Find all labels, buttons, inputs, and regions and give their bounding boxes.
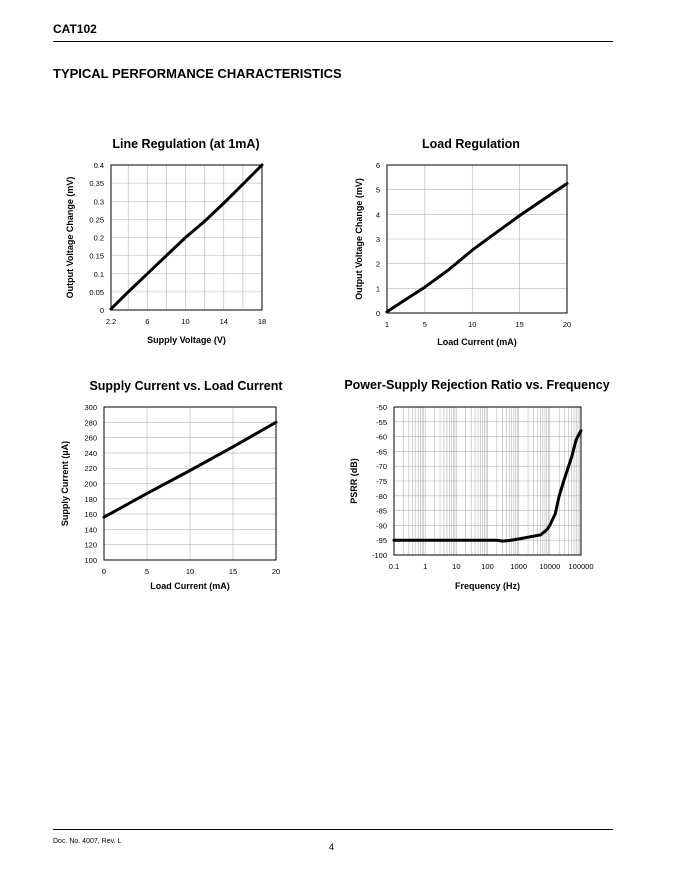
chart-1-ytick-label: 0.15 [89,252,104,261]
chart-1-ytick-label: 0.35 [89,179,104,188]
chart-2-ytick-label: 1 [376,284,380,293]
chart-4-series-line-1 [392,429,583,543]
chart-3-ytick-label: 180 [84,495,97,504]
chart-2-ytick-label: 4 [376,210,380,219]
document-part-number: CAT102 [53,22,97,36]
chart-1-xtick-label: 10 [181,317,189,326]
chart-3-xtick-label: 15 [229,567,237,576]
chart-2-ylabel: Output Voltage Change (mV) [354,178,364,300]
chart-3-ytick-label: 300 [84,403,97,412]
chart-2-xtick-label: 5 [423,320,427,329]
chart-1-title: Line Regulation (at 1mA) [112,137,259,151]
chart-1-series-line-1 [109,163,264,311]
chart-3-title: Supply Current vs. Load Current [89,379,283,393]
footer-doc-number: Doc. No. 4007, Rev. L [53,838,122,845]
chart-4-ytick-label: -60 [376,433,387,442]
chart-3-ytick-label: 260 [84,434,97,443]
chart-3-ytick-label: 220 [84,464,97,473]
chart-1-ytick-label: 0 [100,306,104,315]
chart-2-xtick-label: 20 [563,320,571,329]
chart-4-xtick-label: 1000 [510,562,527,571]
chart-3-ytick-label: 100 [84,556,97,565]
chart-2-series-line-1 [385,182,569,314]
chart-4-ytick-label: -55 [376,418,387,427]
chart-4-plot-frame [393,406,582,556]
footer-divider [53,829,613,830]
chart-4-ytick-label: -95 [376,536,387,545]
chart-4-ytick-label: -85 [376,507,387,516]
chart-1-ytick-label: 0.05 [89,288,104,297]
header-divider [53,41,613,42]
chart-3-xtick-label: 5 [145,567,149,576]
chart-3-ylabel: Supply Current (µA) [60,441,70,526]
chart-3-xlabel: Load Current (mA) [150,581,230,591]
chart-4-ytick-label: -65 [376,447,387,456]
chart-3-series-line-1 [102,420,278,519]
chart-4-xtick-label: 10 [452,562,460,571]
chart-3-ytick-label: 140 [84,525,97,534]
chart-4-xtick-label: 100 [481,562,494,571]
chart-2-title: Load Regulation [422,137,520,151]
chart-1-ytick-label: 0.3 [94,197,104,206]
chart-1-xtick-label: 18 [258,317,266,326]
chart-1-ytick-label: 0.25 [89,215,104,224]
chart-2-xtick-label: 15 [515,320,523,329]
chart-2-plot-frame [386,164,568,314]
chart-3-plot-frame [103,406,277,561]
chart-1-xlabel: Supply Voltage (V) [147,335,226,345]
chart-1-ytick-label: 0.2 [94,234,104,243]
chart-1-ylabel: Output Voltage Change (mV) [65,177,75,299]
chart-2-ytick-label: 6 [376,161,380,170]
chart-1-xtick-label: 14 [220,317,228,326]
chart-3-xtick-label: 0 [102,567,106,576]
footer-page-number: 4 [329,842,335,852]
chart-1-xtick-label: 6 [145,317,149,326]
chart-1-ytick-label: 0.1 [94,270,104,279]
chart-4-title: Power-Supply Rejection Ratio vs. Frequen… [344,378,609,392]
chart-2-xlabel: Load Current (mA) [437,337,517,347]
chart-1-xtick-label: 2.2 [106,317,116,326]
chart-4-ylabel: PSRR (dB) [349,458,359,504]
chart-2-ytick-label: 5 [376,186,380,195]
chart-4-ytick-label: -70 [376,462,387,471]
chart-3-ytick-label: 120 [84,541,97,550]
chart-1-plot-frame [110,164,263,311]
chart-3-ytick-label: 200 [84,480,97,489]
chart-4-xtick-label: 0.1 [389,562,399,571]
chart-2-ytick-label: 0 [376,309,380,318]
chart-4-xtick-label: 100000 [568,562,593,571]
chart-4-xlabel: Frequency (Hz) [455,581,520,591]
chart-2-xtick-label: 1 [385,320,389,329]
chart-4-xtick-label: 10000 [539,562,560,571]
chart-4-ytick-label: -75 [376,477,387,486]
chart-4-ytick-label: -80 [376,492,387,501]
chart-1-ytick-label: 0.4 [94,161,104,170]
chart-2-ytick-label: 3 [376,235,380,244]
chart-3-ytick-label: 160 [84,510,97,519]
chart-2-xtick-label: 10 [468,320,476,329]
chart-3-xtick-label: 10 [186,567,194,576]
chart-3-ytick-label: 280 [84,418,97,427]
chart-4-xtick-label: 1 [423,562,427,571]
chart-4-ytick-label: -50 [376,403,387,412]
chart-4-ytick-label: -100 [372,551,387,560]
chart-4-ytick-label: -90 [376,521,387,530]
section-title: TYPICAL PERFORMANCE CHARACTERISTICS [53,66,342,81]
chart-2-ytick-label: 2 [376,260,380,269]
chart-3-xtick-label: 20 [272,567,280,576]
chart-3-ytick-label: 240 [84,449,97,458]
